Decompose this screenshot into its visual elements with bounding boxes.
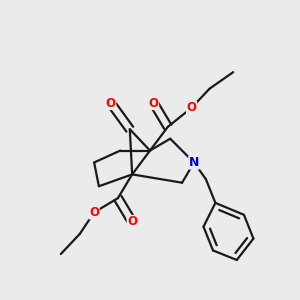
Text: O: O bbox=[187, 101, 196, 114]
Text: O: O bbox=[89, 206, 99, 219]
Text: N: N bbox=[189, 156, 199, 169]
Text: O: O bbox=[148, 97, 159, 110]
Text: O: O bbox=[127, 215, 137, 228]
Text: O: O bbox=[106, 97, 116, 110]
